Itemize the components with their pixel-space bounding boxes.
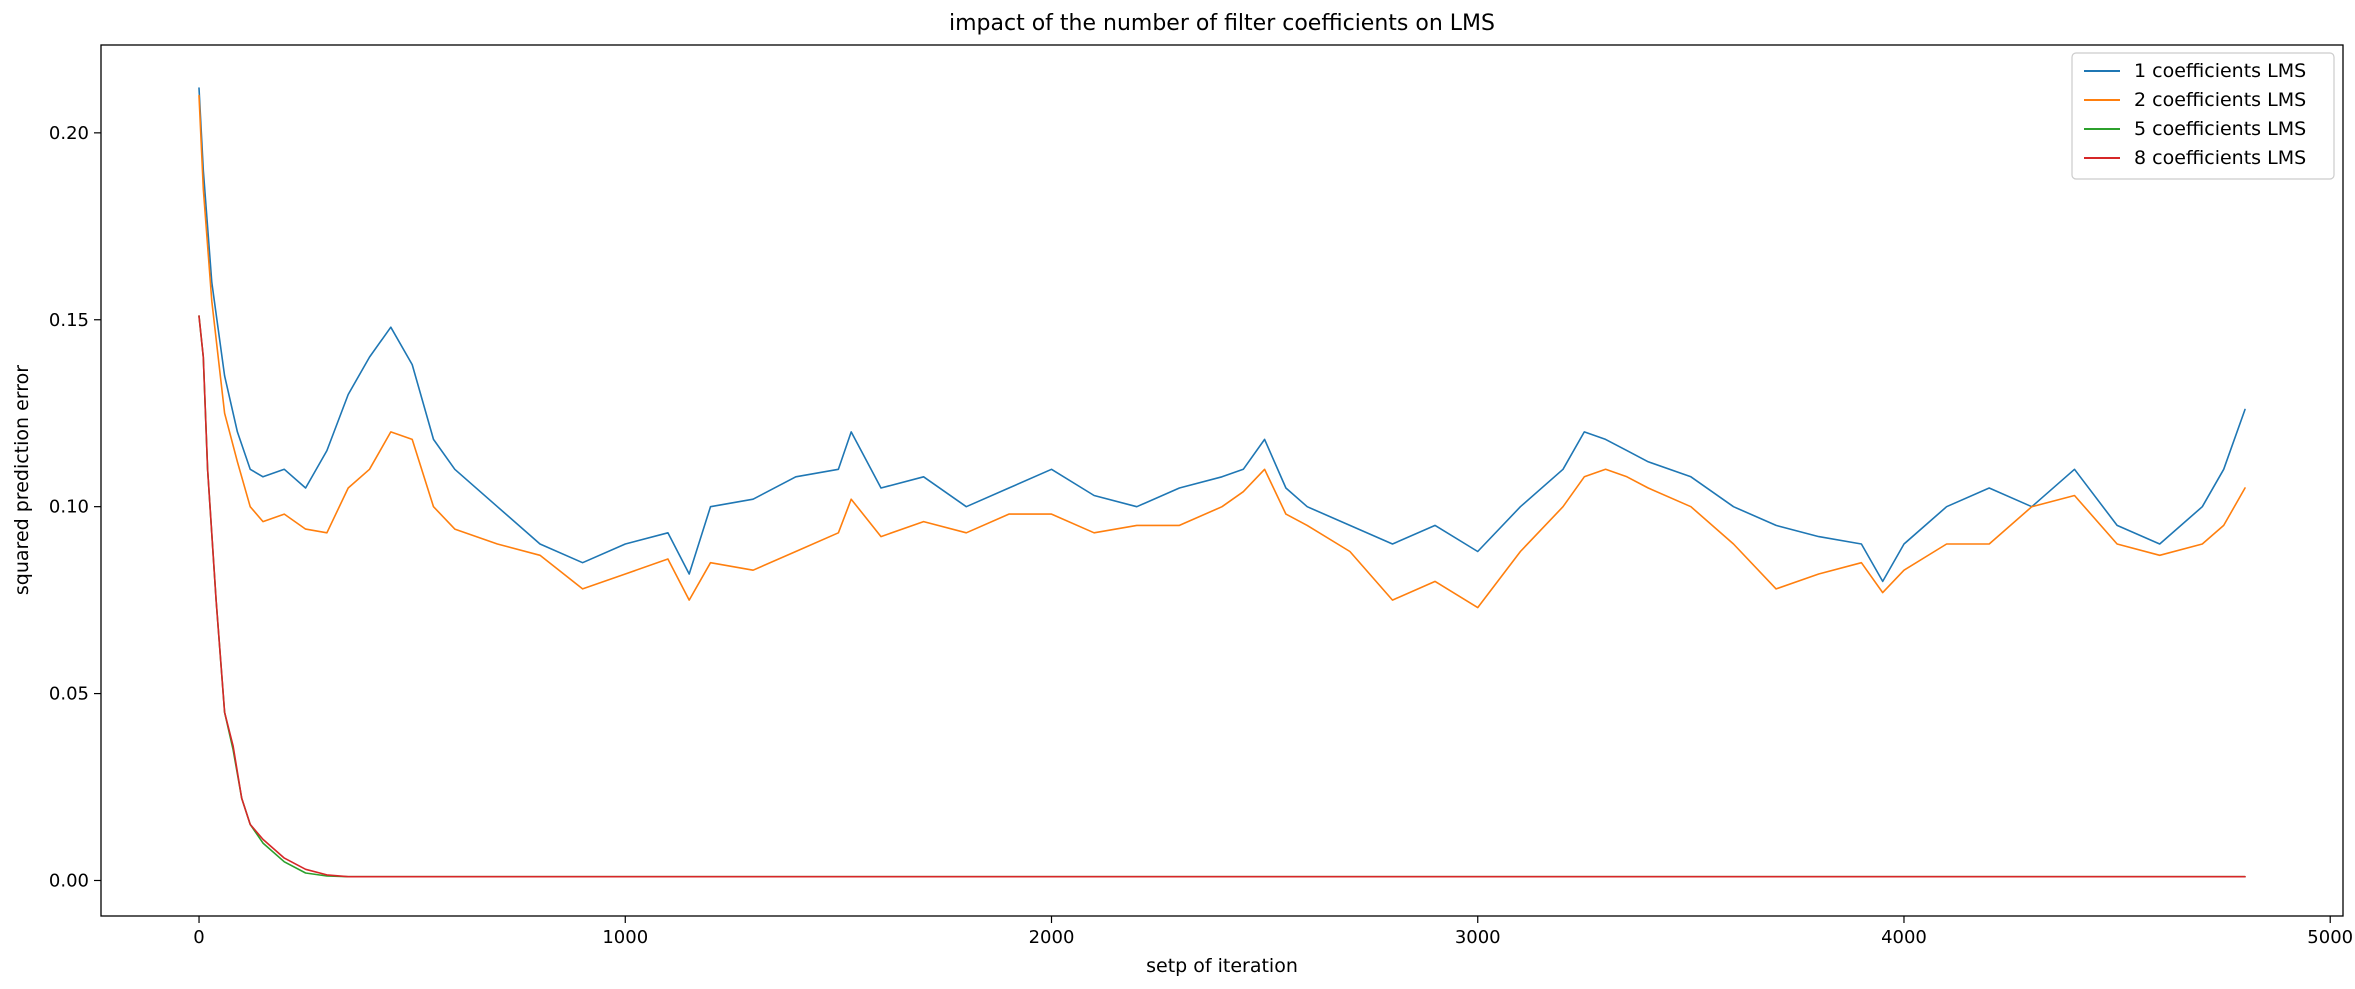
x-tick-label: 1000 <box>602 927 648 948</box>
legend-label: 8 coefficients LMS <box>2134 147 2306 169</box>
y-tick-label: 0.10 <box>49 497 89 518</box>
x-tick-label: 0 <box>193 927 204 948</box>
x-axis-label: setp of iteration <box>1146 955 1298 977</box>
x-tick-label: 2000 <box>1029 927 1075 948</box>
y-tick-label: 0.20 <box>49 123 89 144</box>
x-tick-label: 5000 <box>2307 927 2353 948</box>
legend: 1 coefficients LMS 2 coefficients LMS 5 co… <box>2071 52 2335 180</box>
x-tick-label: 4000 <box>1881 927 1927 948</box>
legend-box <box>2071 52 2335 180</box>
legend-label: 5 coefficients LMS <box>2134 118 2306 140</box>
y-axis-label: squared prediction error <box>11 365 33 595</box>
y-tick-label: 0.15 <box>49 310 89 331</box>
legend-label: 2 coefficients LMS <box>2134 89 2306 111</box>
chart-title: impact of the number of filter coefficie… <box>949 11 1495 36</box>
plot-frame <box>100 44 2344 917</box>
legend-label: 1 coefficients LMS <box>2134 60 2306 82</box>
series-line-2 <box>198 94 2246 609</box>
y-tick-label: 0.00 <box>49 870 89 891</box>
series-line-4 <box>198 315 2246 878</box>
y-tick-label: 0.05 <box>49 684 89 705</box>
series-line-1 <box>198 87 2246 583</box>
x-tick-label: 3000 <box>1455 927 1501 948</box>
